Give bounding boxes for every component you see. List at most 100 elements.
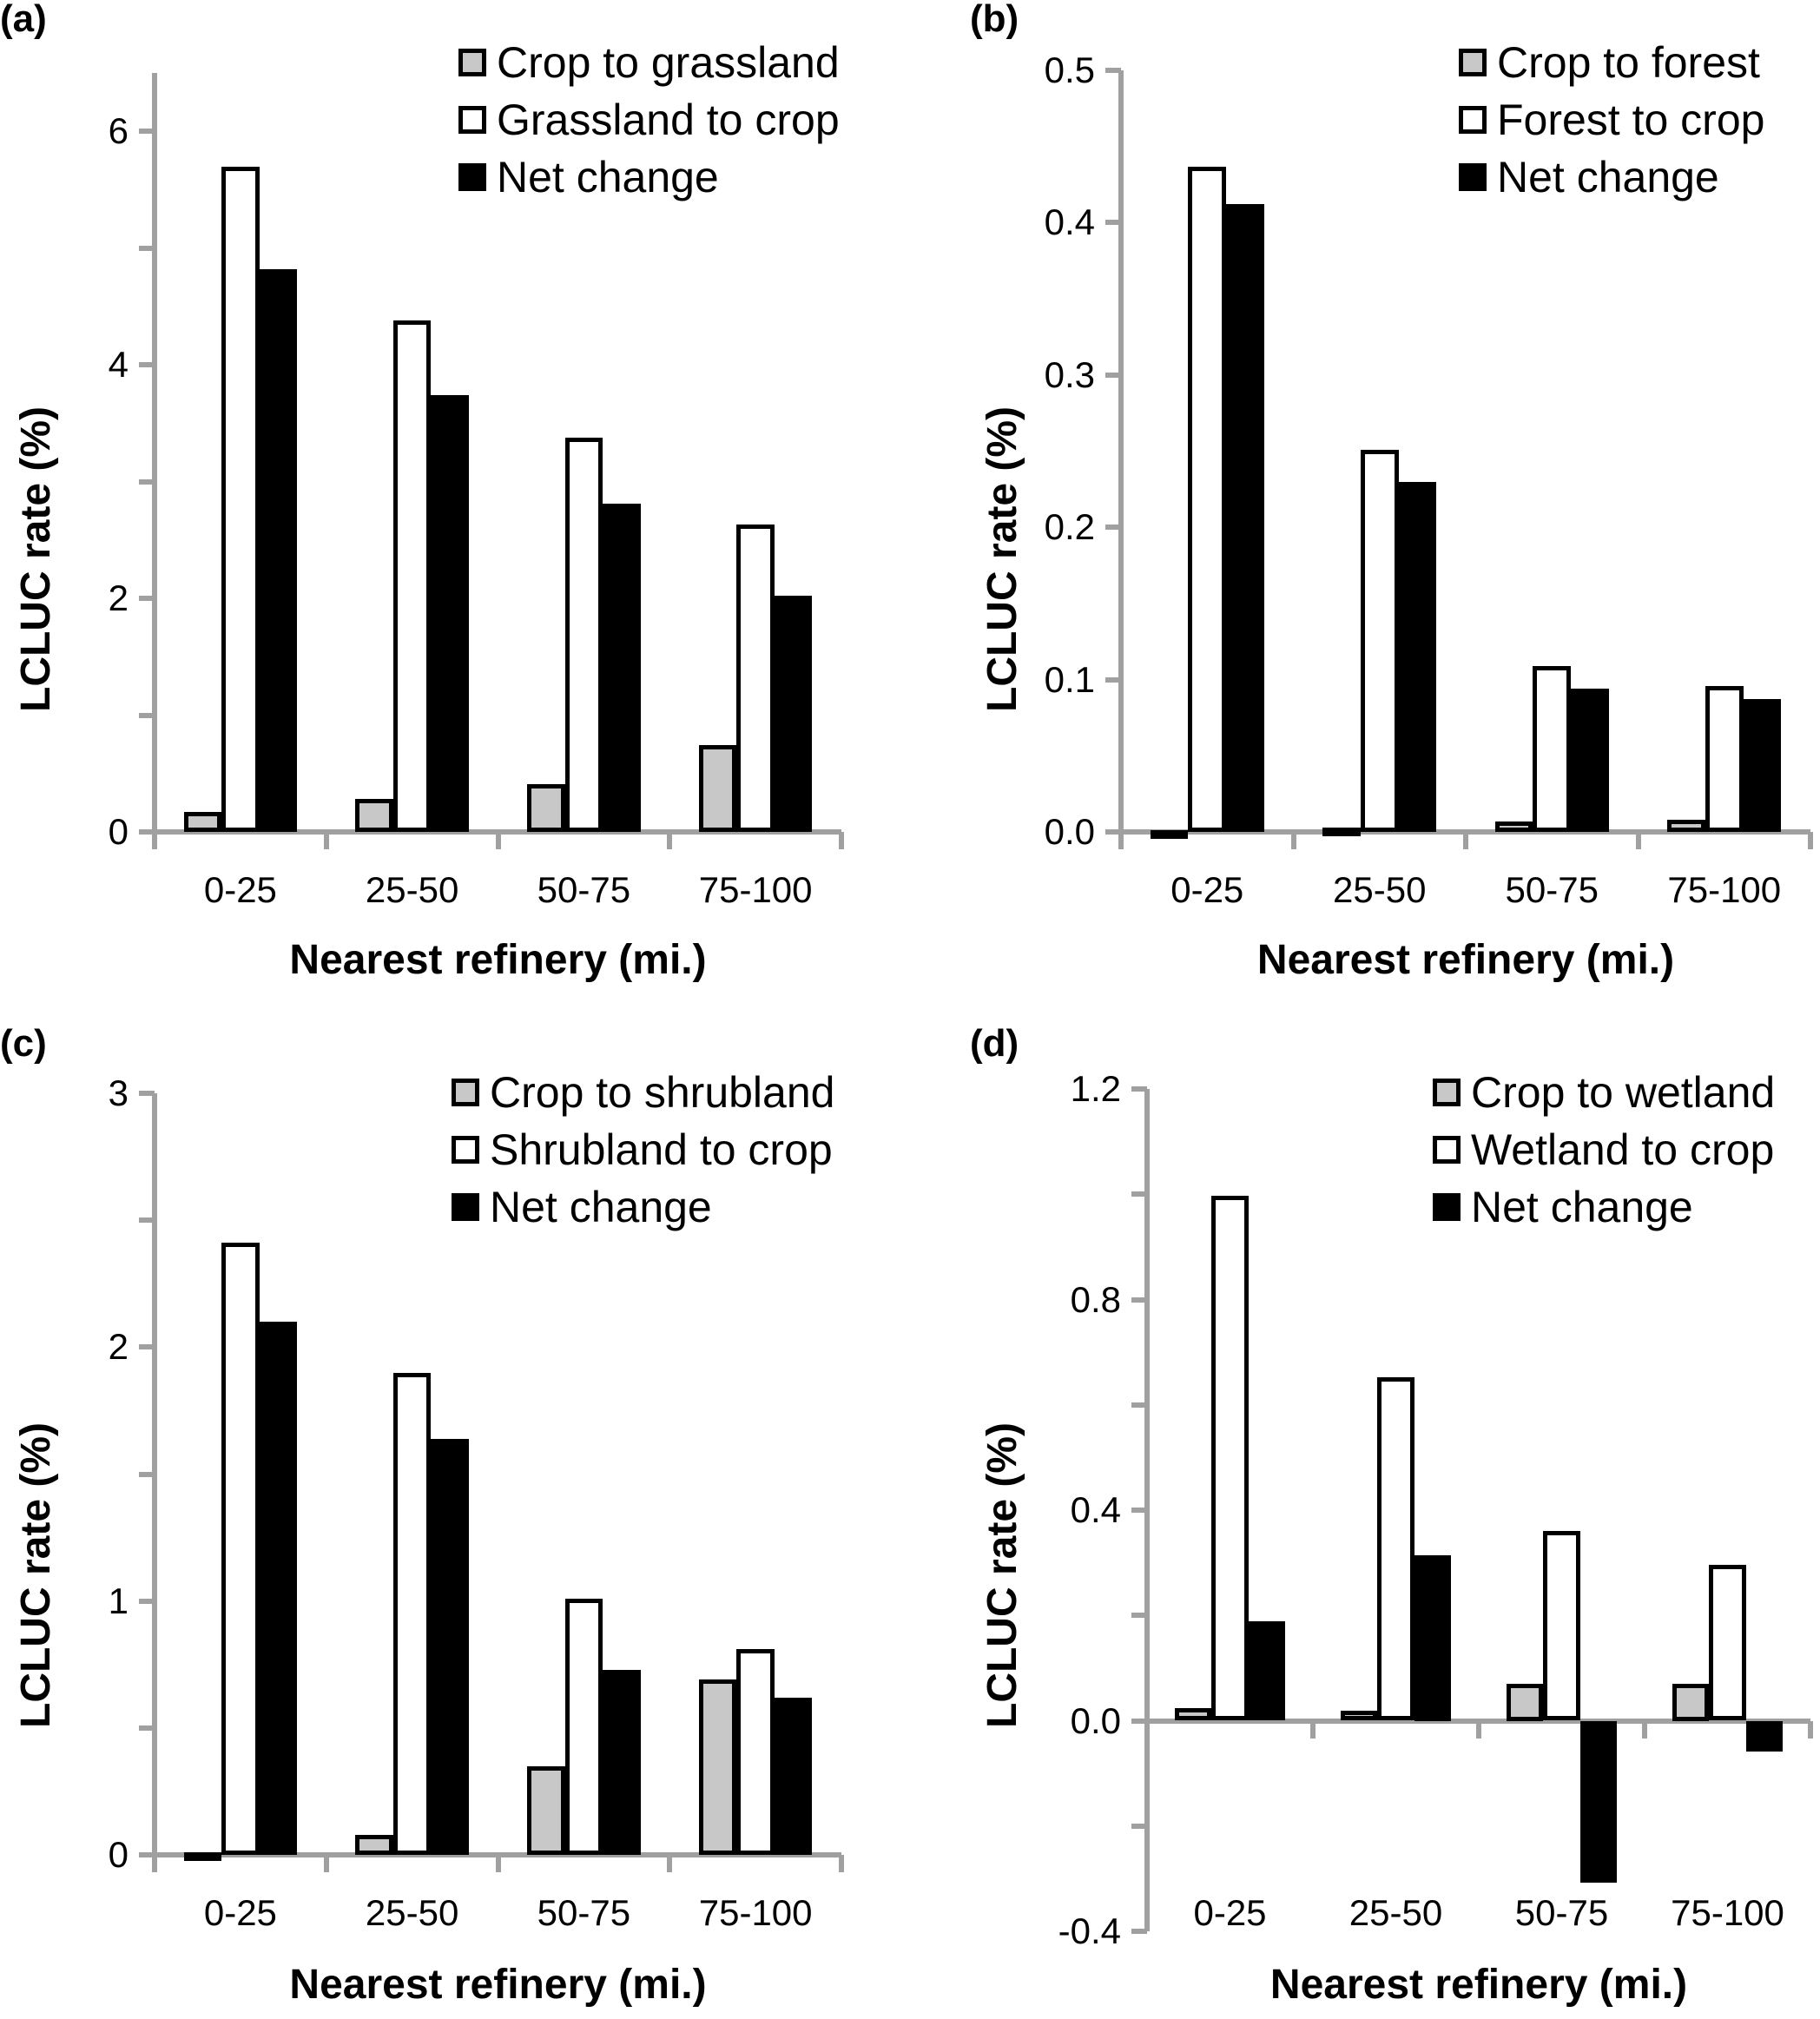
x-tick: [1476, 1720, 1481, 1739]
legend-item: Wetland to crop: [1433, 1124, 1774, 1176]
bar-forest-to-crop: [1188, 166, 1227, 832]
bar-crop-to-forest: [1150, 830, 1189, 840]
bar-crop-to-forest: [1494, 821, 1533, 832]
bar-crop-to-forest: [1667, 819, 1705, 832]
bar-net-change: [1571, 689, 1609, 832]
y-tick: [139, 1091, 155, 1096]
y-tick: [1131, 1297, 1147, 1303]
y-tick: [1105, 68, 1121, 73]
x-tick: [1118, 832, 1124, 849]
bar-crop-to-shrubland: [355, 1834, 393, 1855]
y-tick: [1105, 829, 1121, 835]
bar-net-change: [431, 395, 469, 832]
y-tick: [1131, 1191, 1147, 1198]
y-tick-label: 0.3: [1044, 353, 1095, 395]
bar-crop-to-wetland: [1507, 1684, 1544, 1721]
x-tick-label: 25-50: [1333, 869, 1427, 910]
x-tick-label: 75-100: [1667, 869, 1782, 910]
bar-net-change: [1579, 1720, 1617, 1883]
x-axis-line: [1144, 1718, 1810, 1724]
y-tick: [139, 1344, 155, 1350]
legend-item: Crop to wetland: [1433, 1066, 1775, 1118]
bar-net-change: [431, 1438, 469, 1855]
y-tick: [1131, 1086, 1147, 1092]
x-tick: [1808, 1720, 1813, 1739]
x-tick: [1144, 1720, 1150, 1739]
legend-label: Crop to shrubland: [490, 1068, 835, 1117]
x-tick-label: 25-50: [1349, 1892, 1443, 1933]
bar-grassland-to-crop: [392, 320, 432, 832]
bar-shrubland-to-crop: [221, 1243, 260, 1855]
x-tick-label: 0-25: [203, 1892, 277, 1933]
y-tick-label: 4: [108, 344, 129, 386]
legend-label: Net change: [1471, 1183, 1693, 1231]
bar-wetland-to-crop: [1211, 1196, 1249, 1721]
x-axis-title: Nearest refinery (mi.): [289, 937, 707, 983]
y-tick-label: 0.1: [1044, 658, 1095, 700]
bar-crop-to-grassland: [355, 799, 393, 832]
legend-item: Net change: [452, 1181, 712, 1233]
bar-crop-to-shrubland: [527, 1765, 565, 1855]
y-axis-title: LCLUC rate (%): [13, 1422, 59, 1728]
x-axis-line: [152, 1852, 841, 1857]
legend-label: Shrubland to crop: [490, 1125, 833, 1174]
x-tick-label: 0-25: [203, 869, 277, 910]
y-tick: [139, 478, 155, 485]
bar-net-change: [259, 268, 298, 832]
x-tick: [323, 1855, 329, 1872]
y-tick: [1131, 1718, 1147, 1724]
bar-shrubland-to-crop: [564, 1598, 603, 1855]
x-tick: [1635, 832, 1641, 849]
y-tick: [1105, 525, 1121, 531]
bar-net-change: [259, 1322, 298, 1855]
bar-crop-to-forest: [1322, 827, 1361, 836]
x-tick: [839, 832, 844, 849]
bar-shrubland-to-crop: [392, 1372, 432, 1855]
y-tick-label: 1.2: [1070, 1068, 1121, 1109]
y-tick: [139, 362, 155, 368]
x-tick-label: 50-75: [537, 869, 631, 910]
legend-label: Forest to crop: [1497, 96, 1765, 144]
legend-swatch: [452, 1193, 479, 1221]
bar-net-change: [603, 1669, 641, 1855]
x-tick-label: 0-25: [1170, 869, 1244, 910]
y-tick-label: 0.2: [1044, 506, 1095, 548]
x-tick: [323, 832, 329, 849]
y-tick-label: 6: [108, 110, 129, 152]
y-tick-label: -0.4: [1058, 1910, 1121, 1951]
bar-forest-to-crop: [1533, 665, 1572, 832]
x-axis-title: Nearest refinery (mi.): [289, 1962, 707, 2008]
y-tick-label: 0.4: [1044, 201, 1095, 243]
x-tick: [1642, 1720, 1647, 1739]
y-axis-line: [152, 1093, 157, 1855]
y-tick-label: 0: [108, 811, 129, 852]
y-tick: [1131, 1508, 1147, 1513]
bar-crop-to-wetland: [1341, 1710, 1378, 1721]
y-tick: [139, 129, 155, 135]
x-tick: [1290, 832, 1296, 849]
y-tick: [139, 712, 155, 718]
legend-label: Crop to grassland: [497, 38, 840, 87]
legend-swatch: [1433, 1193, 1461, 1221]
bar-grassland-to-crop: [736, 525, 775, 832]
y-axis-title: LCLUC rate (%): [979, 1422, 1025, 1728]
bar-crop-to-grassland: [183, 812, 222, 832]
x-tick-label: 50-75: [537, 1892, 631, 1933]
legend-swatch: [1433, 1136, 1461, 1164]
legend-label: Net change: [490, 1183, 712, 1231]
y-tick-label: 0.0: [1070, 1699, 1121, 1741]
legend-swatch: [458, 106, 486, 134]
legend-label: Grassland to crop: [497, 96, 840, 144]
bar-net-change: [1414, 1554, 1451, 1721]
panel-label: (b): [970, 0, 1019, 40]
bar-wetland-to-crop: [1377, 1376, 1414, 1721]
legend-item: Grassland to crop: [458, 94, 840, 146]
legend-swatch: [1459, 163, 1487, 191]
y-axis-title: LCLUC rate (%): [979, 406, 1025, 712]
bar-net-change: [1398, 481, 1437, 832]
legend-item: Crop to forest: [1459, 36, 1760, 89]
x-tick: [667, 1855, 673, 1872]
legend-item: Net change: [1433, 1181, 1693, 1233]
x-axis-line: [1118, 829, 1810, 835]
bar-crop-to-grassland: [698, 745, 737, 832]
